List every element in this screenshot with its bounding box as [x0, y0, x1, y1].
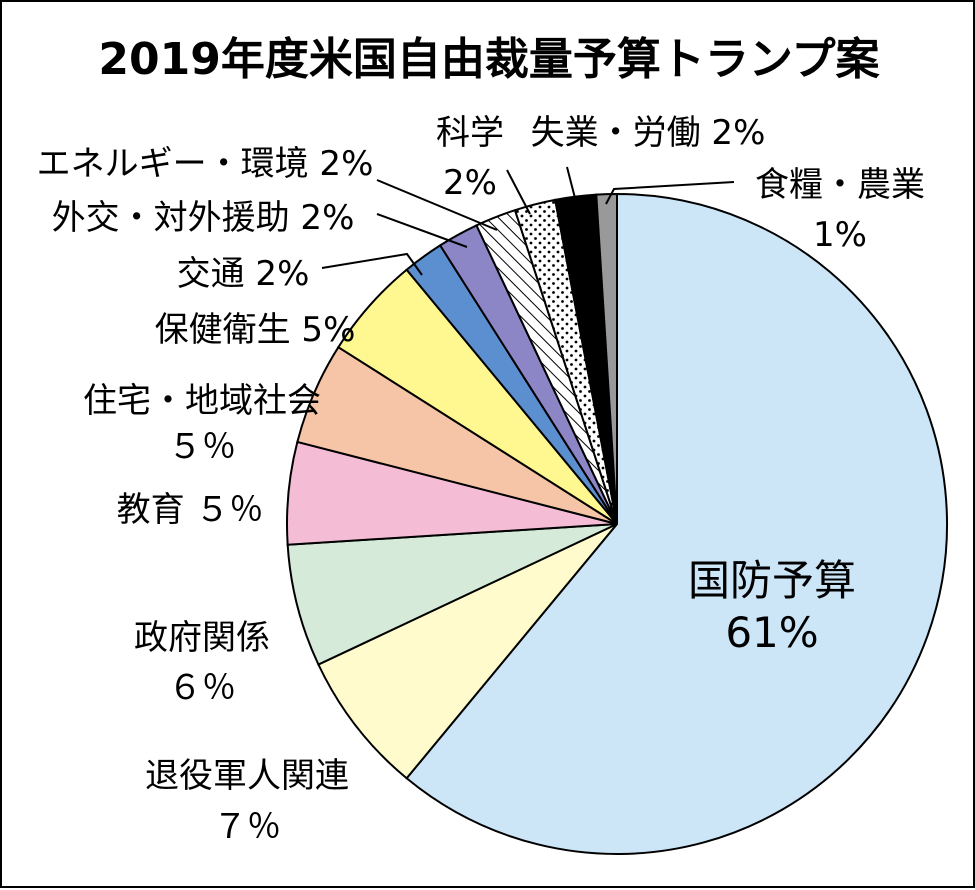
slice-label-line: 科学: [436, 113, 504, 153]
leader-line-energy-env: [376, 179, 498, 231]
slice-label-transport: 交通 2%: [177, 254, 310, 294]
leader-line-food-agri: [605, 181, 735, 205]
slice-label-housing: 住宅・地域社会 ５％: [83, 381, 321, 467]
slice-label-line: 食糧・農業: [755, 165, 925, 205]
leader-line-transport: [321, 252, 423, 276]
pie-slice-government: [286, 523, 618, 666]
slice-label-line: 2%: [443, 163, 497, 203]
slice-label-line: 失業・労働 2%: [531, 113, 766, 153]
slice-label-line: 教育 ５％: [117, 490, 264, 530]
slice-label-line: 交通 2%: [177, 254, 310, 294]
slice-label-line: 国防予算: [688, 556, 856, 605]
slice-label-energy-env: エネルギー・環境 2%: [37, 144, 374, 184]
slice-label-line: 政府関係: [134, 618, 270, 658]
leader-line-labor: [566, 166, 577, 203]
slice-label-line: 住宅・地域社会: [83, 381, 321, 421]
slice-label-health: 保健衛生 5%: [155, 310, 356, 350]
pie-slice-defense: [405, 192, 948, 855]
pie-slice-food-agri: [595, 192, 618, 525]
chart-title: 2019年度米国自由裁量予算トランプ案: [98, 34, 880, 85]
slice-label-line: ６％: [168, 668, 236, 708]
pie-slices: [286, 192, 948, 855]
slice-label-government: 政府関係 ６％: [134, 618, 270, 708]
slice-label-line: 1%: [813, 215, 867, 255]
slice-label-line: 61%: [725, 608, 818, 657]
slice-label-line: エネルギー・環境 2%: [37, 144, 374, 184]
leader-line-science: [506, 169, 531, 215]
slice-label-labor: 失業・労働 2%: [531, 113, 766, 153]
slice-label-line: 外交・対外援助 2%: [52, 198, 355, 238]
leader-lines: [321, 166, 735, 276]
slice-label-veterans: 退役軍人関連 ７％: [145, 756, 349, 847]
slice-label-food-agri: 食糧・農業 1%: [755, 165, 925, 255]
slice-label-line: 保健衛生 5%: [155, 310, 356, 350]
slice-label-education: 教育 ５％: [117, 490, 264, 530]
slice-label-line: ５％: [168, 427, 236, 467]
slice-labels: 国防予算 61% 退役軍人関連 ７％ 政府関係 ６％ 教育 ５％ 住宅・地域社会 ５％ 保健衛生 …: [37, 113, 925, 847]
slice-label-foreign-aid: 外交・対外援助 2%: [52, 198, 355, 238]
slice-label-line: 退役軍人関連: [145, 756, 349, 796]
slice-label-line: ７％: [213, 807, 281, 847]
slice-label-defense: 国防予算 61%: [688, 556, 856, 657]
pie-slice-veterans: [317, 523, 618, 780]
slice-label-science: 科学 2%: [436, 113, 504, 203]
leader-line-foreign-aid: [376, 213, 468, 248]
